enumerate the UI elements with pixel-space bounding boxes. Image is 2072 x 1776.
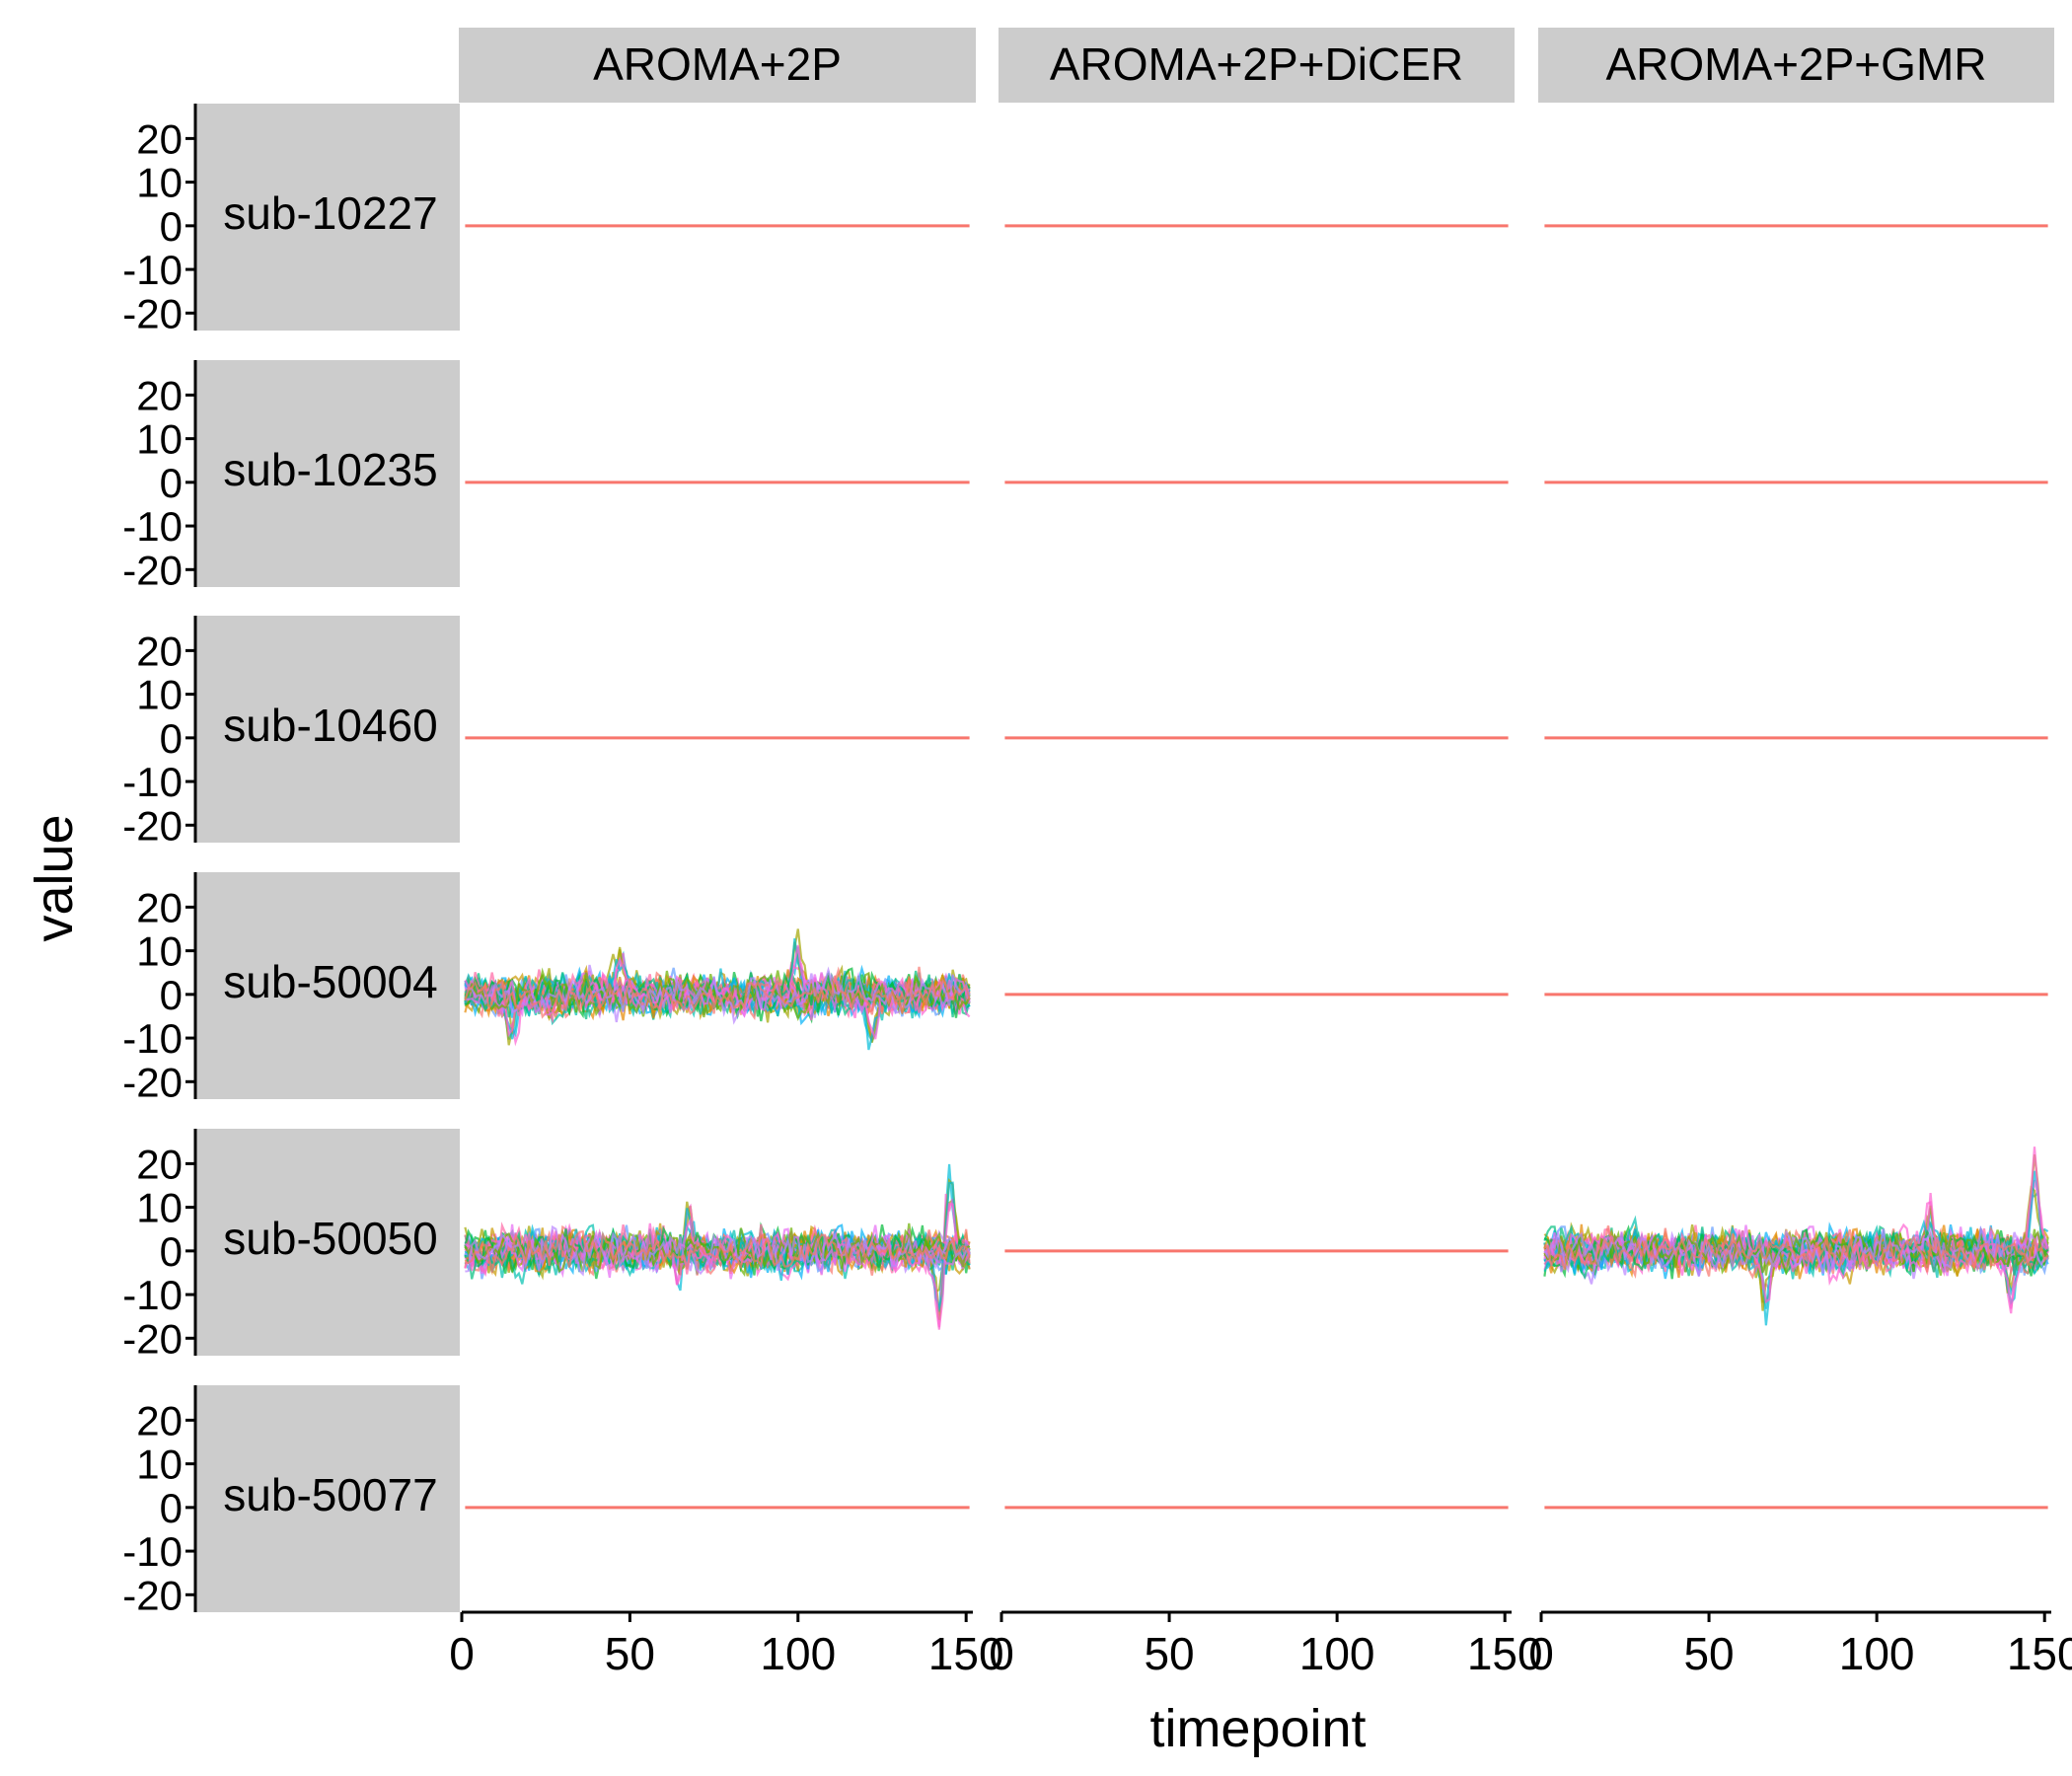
y-tick-label: 0 <box>160 1485 183 1531</box>
column-strip-label: AROMA+2P+DiCER <box>1050 38 1463 90</box>
x-tick-label: 0 <box>989 1628 1014 1679</box>
column-strip <box>459 28 976 103</box>
column-strips: AROMA+2P AROMA+2P+DiCER AROMA+2P+GMR <box>459 28 2054 103</box>
row-strip <box>195 1129 460 1356</box>
row-strip-label: sub-10460 <box>223 700 437 751</box>
y-tick-label: -20 <box>122 1572 183 1618</box>
y-tick-label: -20 <box>122 547 183 593</box>
y-tick-label: 20 <box>136 1397 183 1443</box>
row-strip <box>195 104 460 331</box>
y-axis-title: value <box>25 814 84 941</box>
y-tick-label: 20 <box>136 372 183 418</box>
series-line <box>464 975 971 1019</box>
panel-traces <box>464 224 2049 1510</box>
y-tick-label: 0 <box>160 460 183 506</box>
row-strip <box>195 616 460 843</box>
y-tick-label: 10 <box>136 160 183 206</box>
x-tick-label: 50 <box>1144 1628 1194 1679</box>
y-tick-label: 20 <box>136 115 183 162</box>
y-tick-label: 0 <box>160 203 183 250</box>
x-tick-label: 50 <box>1683 1628 1734 1679</box>
y-tick-label: -10 <box>122 247 183 293</box>
y-tick-label: 0 <box>160 1228 183 1275</box>
y-tick-label: 20 <box>136 884 183 930</box>
y-tick-label: 20 <box>136 1141 183 1187</box>
y-tick-label: -10 <box>122 759 183 805</box>
x-tick-label: 150 <box>1467 1628 1543 1679</box>
x-tick-label: 150 <box>928 1628 1004 1679</box>
row-strip <box>195 1385 460 1612</box>
row-strip-label: sub-50004 <box>223 956 437 1007</box>
y-tick-label: 10 <box>136 416 183 463</box>
x-tick-label: 0 <box>449 1628 475 1679</box>
y-tick-label: -20 <box>122 802 183 849</box>
row-strip <box>195 872 460 1099</box>
series-line <box>465 1224 970 1277</box>
row-strip-label: sub-50077 <box>223 1469 437 1520</box>
y-tick-label: -10 <box>122 503 183 550</box>
y-tick-label: -20 <box>122 290 183 336</box>
y-tick-label: 10 <box>136 1442 183 1488</box>
row-strip-label: sub-50050 <box>223 1213 437 1264</box>
column-strip-label: AROMA+2P+GMR <box>1606 38 1987 90</box>
y-tick-label: 10 <box>136 672 183 718</box>
x-tick-label: 100 <box>1839 1628 1915 1679</box>
y-tick-label: 10 <box>136 1185 183 1231</box>
column-strip-label: AROMA+2P <box>593 38 842 90</box>
series-line <box>1543 1153 2049 1303</box>
y-tick-label: 20 <box>136 628 183 674</box>
x-tick-label: 150 <box>2007 1628 2072 1679</box>
row-strip-label: sub-10235 <box>223 444 437 495</box>
y-tick-label: -20 <box>122 1315 183 1362</box>
x-tick-label: 0 <box>1528 1628 1554 1679</box>
x-tick-label: 50 <box>605 1628 655 1679</box>
series-line <box>1544 1233 2049 1273</box>
y-tick-label: 0 <box>160 715 183 762</box>
y-tick-label: 10 <box>136 928 183 975</box>
row-strips: sub-10227 sub-10235 sub-10460 sub-50004 sub-… <box>195 104 460 1612</box>
series-line <box>1543 1147 2049 1309</box>
y-tick-label: -10 <box>122 1528 183 1575</box>
y-tick-label: -20 <box>122 1059 183 1105</box>
x-axis-title: timepoint <box>1149 1699 1366 1758</box>
x-tick-label: 100 <box>1299 1628 1375 1679</box>
column-strip <box>999 28 1515 103</box>
y-tick-label: -10 <box>122 1272 183 1318</box>
row-strip <box>195 360 460 587</box>
column-strip <box>1538 28 2054 103</box>
y-tick-label: -10 <box>122 1015 183 1062</box>
x-tick-label: 100 <box>760 1628 836 1679</box>
y-tick-label: 0 <box>160 972 183 1018</box>
y-axes: 20100-10-2020100-10-2020100-10-2020100-1… <box>122 104 197 1618</box>
series-line <box>465 1229 971 1273</box>
series-line <box>464 966 971 1017</box>
row-strip-label: sub-10227 <box>223 187 437 239</box>
